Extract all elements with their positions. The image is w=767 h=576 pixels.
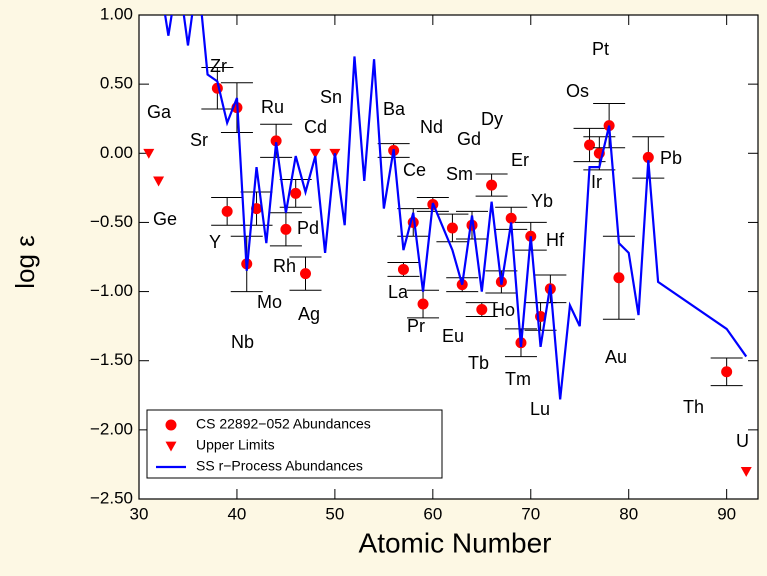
y-tick-label: 1.00: [100, 4, 133, 23]
element-label: Pr: [407, 316, 425, 336]
element-label: Sm: [446, 164, 473, 184]
abundance-point: [505, 212, 517, 224]
element-label: Pt: [592, 39, 609, 59]
plot-layer: [143, 15, 752, 477]
legend-label: CS 22892−052 Abundances: [196, 416, 371, 432]
abundance-point: [642, 151, 654, 163]
x-tick-label: 90: [717, 504, 736, 523]
abundance-point: [417, 298, 429, 310]
upper-limit: [309, 148, 321, 159]
abundance-point: [300, 268, 312, 280]
legend-box: [146, 409, 443, 479]
element-label: Yb: [531, 191, 553, 211]
element-label: Ga: [147, 102, 172, 122]
element-label: Ir: [591, 172, 602, 192]
y-tick-label: 0.00: [100, 143, 133, 162]
element-label: Ce: [403, 160, 426, 180]
abundance-point: [446, 222, 458, 234]
element-label: Os: [566, 81, 589, 101]
y-tick-label: 0.50: [100, 74, 133, 93]
element-label: Dy: [481, 109, 503, 129]
abundance-point: [290, 187, 302, 199]
x-tick-label: 80: [619, 504, 638, 523]
legend-marker: [165, 419, 177, 431]
element-label: Sn: [320, 87, 342, 107]
element-label: Ge: [153, 209, 177, 229]
element-label: Mo: [257, 292, 282, 312]
upper-limit: [740, 466, 752, 477]
abundance-point: [397, 263, 409, 275]
element-label: Sr: [190, 130, 208, 150]
abundance-point: [721, 366, 733, 378]
legend-marker: [165, 441, 177, 452]
element-label: Pb: [660, 148, 682, 168]
element-label: Ru: [261, 97, 284, 117]
x-tick-label: 40: [227, 504, 246, 523]
legend-label: SS r−Process Abundances: [196, 458, 363, 474]
upper-limit: [153, 176, 165, 187]
element-label: Nb: [231, 332, 254, 352]
y-tick-label: −0.50: [90, 212, 133, 231]
element-label: U: [736, 431, 749, 451]
y-axis-label: log ε: [10, 235, 40, 289]
element-label: Lu: [530, 399, 550, 419]
y-tick-label: −2.00: [90, 419, 133, 438]
element-label: Ag: [298, 304, 320, 324]
element-label: Zr: [210, 56, 227, 76]
abundance-point: [221, 205, 233, 217]
x-tick-label: 30: [130, 504, 149, 523]
element-label: Ho: [492, 300, 515, 320]
element-label: Th: [683, 397, 704, 417]
element-label: Rh: [273, 256, 296, 276]
element-label: Ba: [383, 99, 406, 119]
element-label: Tb: [468, 353, 489, 373]
y-tick-label: −2.50: [90, 488, 133, 507]
abundance-point: [613, 272, 625, 284]
x-tick-label: 70: [521, 504, 540, 523]
abundance-point: [270, 135, 282, 147]
legend: CS 22892−052 Abundances Upper Limits SS r−…: [146, 409, 443, 479]
element-label: Er: [511, 150, 529, 170]
abundance-point: [280, 223, 292, 235]
plot-frame: [138, 14, 759, 500]
element-label: Tm: [505, 369, 531, 389]
x-tick-label: 50: [325, 504, 344, 523]
element-label: Gd: [457, 129, 481, 149]
abundance-point: [584, 139, 596, 151]
element-label: Pd: [297, 218, 319, 238]
legend-label: Upper Limits: [196, 437, 275, 453]
element-label: Hf: [546, 230, 565, 250]
upper-limit: [143, 148, 155, 159]
x-tick-label: 60: [423, 504, 442, 523]
element-label: La: [388, 282, 409, 302]
y-tick-label: −1.00: [90, 281, 133, 300]
element-label: Au: [605, 347, 627, 367]
abundance-point: [476, 304, 488, 316]
r-process-line: [164, 15, 748, 400]
element-label: Cd: [304, 117, 327, 137]
abundance-point: [486, 179, 498, 191]
y-tick-label: −1.50: [90, 350, 133, 369]
element-label: Nd: [420, 117, 443, 137]
element-label: Y: [209, 232, 221, 252]
element-label: Eu: [442, 326, 464, 346]
x-axis-label: Atomic Number: [359, 527, 552, 558]
